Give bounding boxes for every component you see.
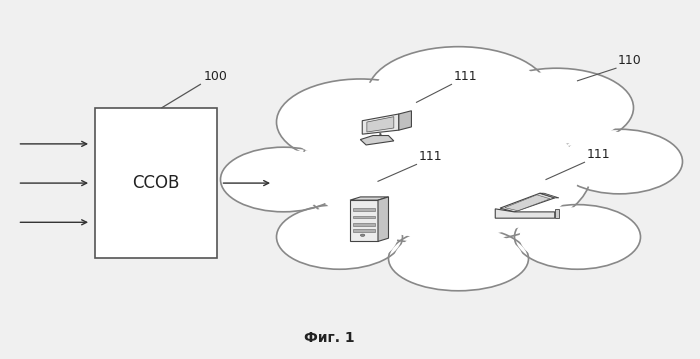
Ellipse shape xyxy=(486,71,627,144)
Ellipse shape xyxy=(281,207,398,267)
Ellipse shape xyxy=(368,47,550,140)
Text: Фиг. 1: Фиг. 1 xyxy=(304,331,354,345)
Ellipse shape xyxy=(220,147,346,212)
Ellipse shape xyxy=(225,150,342,209)
Ellipse shape xyxy=(519,207,636,267)
Ellipse shape xyxy=(309,106,580,238)
Text: 100: 100 xyxy=(204,70,228,83)
Text: 110: 110 xyxy=(618,54,642,67)
Polygon shape xyxy=(505,195,550,211)
Polygon shape xyxy=(360,135,394,145)
Ellipse shape xyxy=(284,83,438,162)
Polygon shape xyxy=(399,111,412,130)
Polygon shape xyxy=(363,114,399,134)
Bar xyxy=(354,223,374,226)
Bar xyxy=(350,200,378,241)
Ellipse shape xyxy=(480,68,634,147)
Polygon shape xyxy=(540,193,559,198)
Circle shape xyxy=(360,234,365,236)
Text: ССОВ: ССОВ xyxy=(132,174,179,192)
Polygon shape xyxy=(554,209,559,218)
Ellipse shape xyxy=(389,226,528,291)
Ellipse shape xyxy=(374,50,542,136)
Text: 111: 111 xyxy=(419,150,442,163)
Bar xyxy=(354,229,374,232)
Polygon shape xyxy=(367,117,394,132)
Polygon shape xyxy=(350,197,389,200)
Polygon shape xyxy=(496,209,554,218)
Ellipse shape xyxy=(276,79,444,165)
Bar xyxy=(94,108,217,258)
Ellipse shape xyxy=(514,205,640,269)
Ellipse shape xyxy=(276,205,402,269)
Ellipse shape xyxy=(556,129,682,194)
Ellipse shape xyxy=(561,132,678,191)
Bar xyxy=(354,208,374,211)
Polygon shape xyxy=(500,193,554,212)
Bar xyxy=(354,216,374,218)
Ellipse shape xyxy=(394,229,523,288)
Ellipse shape xyxy=(298,101,592,244)
Text: 111: 111 xyxy=(454,70,477,83)
Text: 111: 111 xyxy=(587,148,610,161)
Polygon shape xyxy=(378,197,388,241)
